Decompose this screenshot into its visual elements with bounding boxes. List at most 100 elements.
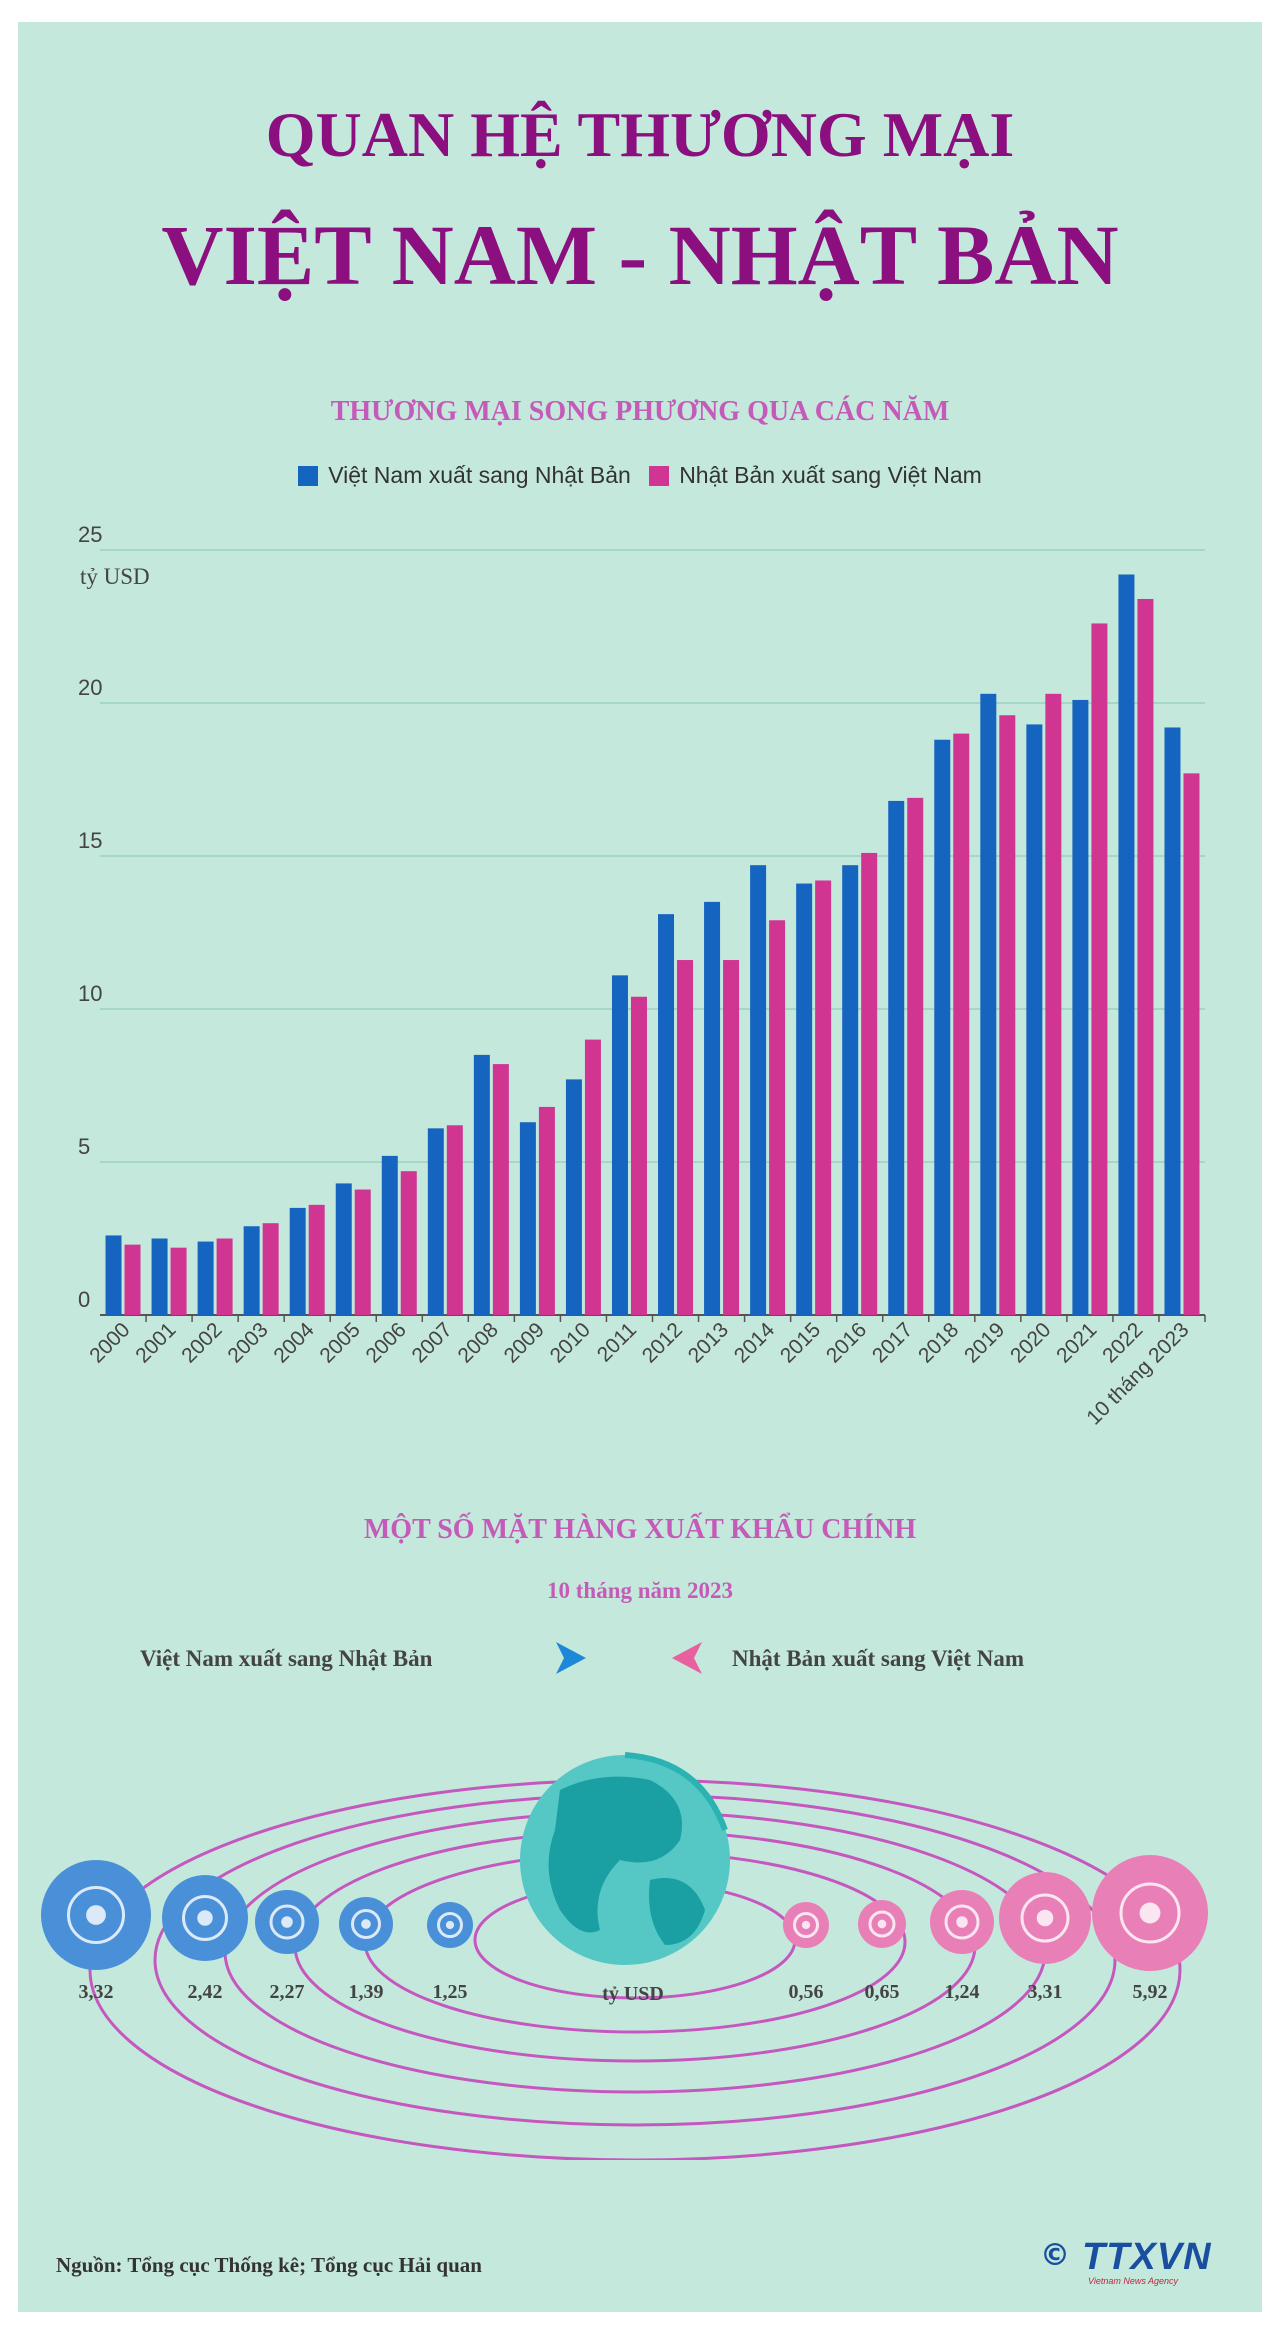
- bar-vn-to-jp: [704, 901, 721, 1315]
- bar-jp-to-vn: [723, 960, 740, 1315]
- bar-jp-to-vn: [446, 1125, 463, 1315]
- y-axis-unit: tỷ USD: [80, 564, 150, 589]
- x-tick-label: 2011: [593, 1318, 641, 1366]
- logo-subtext: Vietnam News Agency: [1088, 2276, 1179, 2286]
- bar-vn-to-jp: [658, 914, 675, 1315]
- jp-item-value: 3,31: [1028, 1981, 1063, 2003]
- x-tick-label: 2001: [131, 1318, 180, 1367]
- machinery-parts-icon: [162, 1875, 248, 1961]
- bar-jp-to-vn: [769, 920, 786, 1315]
- x-tick-label: 2000: [85, 1318, 134, 1367]
- bar-jp-to-vn: [630, 996, 647, 1315]
- bar-vn-to-jp: [888, 800, 905, 1315]
- bar-vn-to-jp: [1026, 724, 1043, 1315]
- bar-jp-to-vn: [815, 880, 832, 1315]
- x-tick-label: 2005: [315, 1318, 364, 1367]
- bar-jp-to-vn: [907, 797, 924, 1315]
- bar-jp-to-vn: [584, 1039, 601, 1315]
- bar-jp-to-vn: [170, 1247, 187, 1315]
- vn-item-value: 1,39: [349, 1981, 384, 2003]
- page-title-line2: VIỆT NAM - NHẬT BẢN: [161, 207, 1119, 303]
- jp-item-value: 5,92: [1133, 1981, 1168, 2003]
- x-tick-label: 2013: [684, 1318, 733, 1367]
- vn-item-value: 3,32: [79, 1981, 114, 2003]
- plastic-icon: [858, 1900, 906, 1948]
- bar-vn-to-jp: [750, 865, 767, 1315]
- textile-machine-icon: [41, 1860, 151, 1970]
- x-tick-label: 2017: [868, 1318, 917, 1367]
- bar-jp-to-vn: [1183, 773, 1200, 1315]
- bar-jp-to-vn: [1045, 693, 1062, 1315]
- legend-swatch-vn: [298, 466, 319, 486]
- legend-label-vn: Việt Nam xuất sang Nhật Bản: [328, 462, 631, 488]
- y-tick-label: 5: [78, 1134, 90, 1159]
- bar-jp-to-vn: [400, 1171, 417, 1315]
- y-tick-label: 0: [78, 1287, 90, 1312]
- legend-label-jp: Nhật Bản xuất sang Việt Nam: [679, 462, 982, 488]
- source-note: Nguồn: Tổng cục Thống kê; Tổng cục Hải q…: [56, 2253, 482, 2277]
- chart-heading: THƯƠNG MẠI SONG PHƯƠNG QUA CÁC NĂM: [330, 396, 950, 427]
- legend-swatch-jp: [649, 466, 670, 486]
- y-tick-label: 15: [78, 828, 102, 853]
- ttxvn-logo: © TTXVN Vietnam News Agency: [1040, 2236, 1230, 2286]
- bar-vn-to-jp: [611, 975, 628, 1315]
- jp-item-value: 0,56: [789, 1981, 824, 2003]
- bar-jp-to-vn: [1137, 598, 1154, 1315]
- bar-vn-to-jp: [842, 865, 859, 1315]
- bar-vn-to-jp: [796, 883, 813, 1315]
- x-tick-label: 2020: [1006, 1318, 1055, 1367]
- x-tick-label: 2018: [914, 1318, 963, 1367]
- gears-icon: [255, 1890, 319, 1954]
- jp-item-value: 0,65: [865, 1981, 900, 2003]
- bar-vn-to-jp: [1164, 727, 1181, 1315]
- bar-vn-to-jp: [519, 1122, 536, 1315]
- bar-jp-to-vn: [308, 1204, 325, 1315]
- vn-item-value: 2,27: [270, 1981, 305, 2003]
- bar-vn-to-jp: [243, 1226, 260, 1315]
- bar-jp-to-vn: [216, 1238, 233, 1315]
- bar-jp-to-vn: [262, 1223, 279, 1315]
- wood-icon: [339, 1897, 393, 1951]
- x-tick-label: 2021: [1052, 1318, 1101, 1367]
- export-label-vn: Việt Nam xuất sang Nhật Bản: [140, 1646, 433, 1671]
- bar-jp-to-vn: [354, 1189, 371, 1315]
- x-tick-label: 2003: [223, 1318, 272, 1367]
- bar-vn-to-jp: [151, 1238, 168, 1315]
- x-tick-label: 2007: [408, 1318, 457, 1367]
- bar-jp-to-vn: [861, 852, 878, 1315]
- gears-icon: [999, 1872, 1091, 1964]
- jp-item-value: 1,24: [945, 1981, 980, 2003]
- x-tick-label: 2016: [822, 1318, 871, 1367]
- steel-coils-icon: [783, 1902, 829, 1948]
- bar-vn-to-jp: [473, 1054, 490, 1315]
- x-tick-label: 2006: [362, 1318, 411, 1367]
- x-tick-label: 2002: [177, 1318, 226, 1367]
- export-period: 10 tháng năm 2023: [547, 1578, 733, 1603]
- bar-jp-to-vn: [1091, 623, 1108, 1315]
- logo-text: TTXVN: [1082, 2236, 1212, 2278]
- x-tick-label: 2009: [500, 1318, 549, 1367]
- bar-vn-to-jp: [381, 1155, 398, 1315]
- export-orbit-diagram: tỷ USD 3,32 2,42 2,27 1,39 1,25 0,56 0,65 1,24 3…: [41, 1752, 1208, 2160]
- arrow-left-icon: [672, 1642, 702, 1674]
- computer-icon: [1092, 1855, 1208, 1971]
- y-tick-label: 25: [78, 522, 102, 547]
- bar-vn-to-jp: [427, 1128, 444, 1315]
- bar-vn-to-jp: [197, 1241, 214, 1315]
- x-tick-label: 2004: [269, 1318, 319, 1368]
- arrow-right-icon: [556, 1642, 586, 1674]
- page-title-line1: QUAN HỆ THƯƠNG MẠI: [265, 99, 1015, 170]
- bar-vn-to-jp: [289, 1207, 306, 1315]
- legend-item-vn: Việt Nam xuất sang Nhật Bản: [298, 462, 631, 488]
- bar-vn-to-jp: [934, 739, 951, 1315]
- seafood-icon: [427, 1902, 473, 1948]
- bar-vn-to-jp: [105, 1235, 122, 1315]
- vn-item-value: 1,25: [433, 1981, 468, 2003]
- y-tick-label: 10: [78, 981, 102, 1006]
- y-tick-label: 20: [78, 675, 102, 700]
- export-label-jp: Nhật Bản xuất sang Việt Nam: [732, 1646, 1025, 1671]
- bar-jp-to-vn: [124, 1244, 141, 1315]
- x-tick-label: 2015: [776, 1318, 825, 1367]
- orbit-unit-label: tỷ USD: [602, 1983, 664, 2005]
